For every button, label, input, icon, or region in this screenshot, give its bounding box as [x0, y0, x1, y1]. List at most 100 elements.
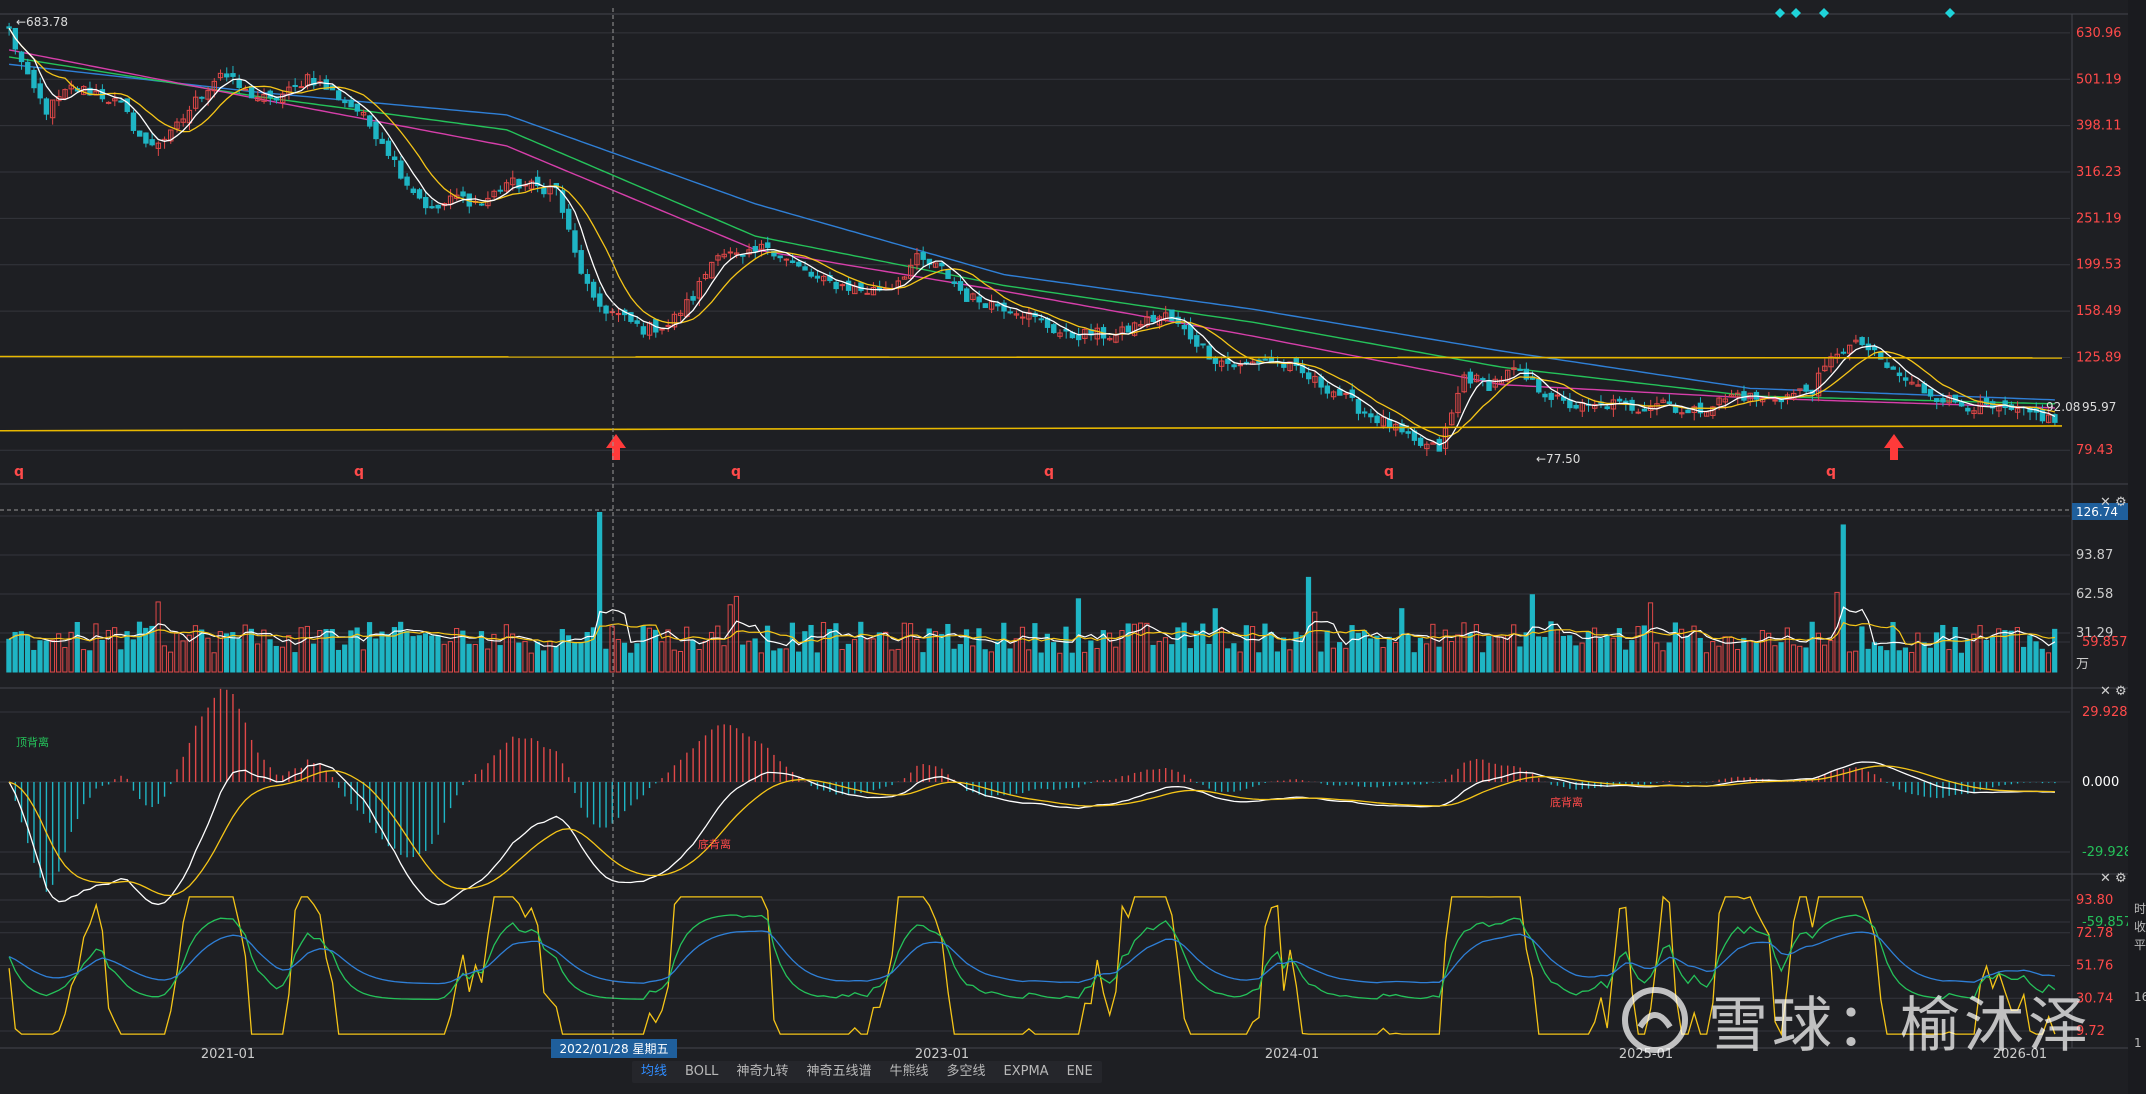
volume-panel-controls[interactable]: ✕ ⚙ — [2100, 495, 2127, 510]
candle-body — [789, 260, 796, 264]
candle-body — [391, 156, 398, 160]
volume-bar — [2008, 630, 2014, 673]
volume-bar — [982, 649, 988, 673]
volume-bar — [851, 639, 858, 673]
candle-body — [1853, 339, 1859, 343]
volume-bar — [1138, 622, 1144, 673]
indicator-tab[interactable]: 神奇五线谱 — [806, 1064, 872, 1079]
volume-bar — [1243, 625, 1249, 673]
candle-body — [1828, 356, 1834, 368]
volume-bar — [1411, 652, 1417, 673]
volume-bar — [833, 623, 839, 673]
candle-body — [615, 313, 622, 316]
indicator-tab[interactable]: 均线 — [641, 1064, 668, 1079]
volume-bar — [1038, 652, 1044, 673]
volume-bar — [994, 641, 1001, 673]
volume-bar — [1853, 650, 1859, 673]
volume-bar — [304, 625, 310, 673]
volume-bar — [1448, 640, 1455, 673]
candle-body — [1144, 316, 1150, 327]
indicator-tab[interactable]: ENE — [1066, 1064, 1093, 1079]
volume-bars — [6, 511, 2058, 673]
volume-bar — [1399, 608, 1405, 673]
volume-bar — [143, 627, 149, 673]
volume-bar — [895, 648, 901, 673]
indicator-tab[interactable]: 多空线 — [946, 1064, 986, 1079]
volume-bar — [1417, 638, 1424, 673]
volume-bar — [1828, 640, 1834, 673]
x-axis-label: 2024-01 — [1265, 1047, 1319, 1062]
volume-bar — [124, 631, 130, 673]
volume-bar — [1013, 638, 1019, 673]
volume-bar — [62, 647, 68, 673]
candle-body — [1803, 384, 1809, 392]
candle-body — [1430, 442, 1436, 445]
volume-bar — [1007, 648, 1013, 673]
volume-bar — [1125, 623, 1131, 673]
volume-bar — [323, 629, 329, 673]
candle-body — [1517, 369, 1523, 372]
volume-bar — [230, 632, 236, 673]
indicator-tab[interactable]: BOLL — [685, 1064, 719, 1079]
volume-bar — [43, 640, 49, 673]
candle-body — [1001, 302, 1007, 312]
macd-panel-controls[interactable]: ✕ ⚙ — [2100, 684, 2127, 699]
volume-bar — [1772, 645, 1778, 673]
ma20-polyline — [8, 49, 2055, 409]
price-annotations: ←683.78 ←77.50 92.08 95.97 q q q q q q — [14, 8, 2116, 480]
volume-bar — [970, 645, 976, 673]
volume-bar — [1865, 648, 1871, 673]
volume-bar — [1001, 622, 1007, 673]
candle-body — [1169, 309, 1175, 321]
ma30-polyline — [8, 56, 2055, 405]
candle-body — [342, 100, 348, 104]
candle-body — [242, 88, 249, 91]
volume-ma10 — [8, 621, 2055, 645]
candle-body — [1150, 314, 1156, 322]
candle-body — [820, 275, 827, 282]
volume-bar — [1654, 642, 1660, 673]
candle-body — [1212, 357, 1219, 364]
candle-body — [1965, 407, 1971, 412]
watermark-text: 雪球：榆沐泽 — [1708, 990, 2092, 1061]
candle-body — [1306, 372, 1312, 380]
candle-body — [18, 51, 25, 63]
candle-body — [1822, 365, 1828, 372]
right-side-panel — [2128, 0, 2146, 1094]
candle-body — [416, 189, 423, 199]
volume-bar — [1026, 649, 1032, 673]
indicator-tab[interactable]: EXPMA — [1003, 1064, 1049, 1079]
indicator-tab[interactable]: 神奇九转 — [736, 1064, 789, 1079]
oscillator-panel-controls[interactable]: ✕ ⚙ — [2100, 871, 2127, 886]
candle-body — [360, 111, 367, 116]
volume-bar — [1094, 647, 1100, 673]
volume-bar — [1032, 623, 1038, 673]
volume-bar — [360, 649, 366, 673]
volume-bar — [559, 629, 565, 673]
volume-bar — [6, 638, 12, 673]
candle-body — [964, 288, 970, 302]
snowball-logo-icon — [1622, 987, 1688, 1053]
volume-bar — [1710, 641, 1716, 673]
volume-bar — [1909, 651, 1915, 673]
candle-body — [976, 296, 982, 303]
indicator-tab[interactable]: 牛熊线 — [889, 1064, 929, 1079]
volume-bar — [1225, 648, 1231, 673]
candle-body — [777, 255, 783, 259]
volume-bar — [80, 649, 87, 673]
candle-body — [690, 296, 696, 301]
q-marker: q — [1384, 464, 1394, 480]
volume-bar — [1784, 627, 1790, 673]
x-axis-label: 2026-01 — [1993, 1047, 2047, 1062]
candle-body — [858, 282, 864, 291]
candle-body — [765, 242, 771, 248]
volume-bar — [988, 651, 994, 673]
volume-bar — [1480, 652, 1486, 673]
candle-body — [1237, 364, 1244, 367]
volume-bar — [18, 631, 24, 673]
volume-unit-label: 万 — [2076, 657, 2089, 672]
volume-bar — [503, 624, 509, 673]
volume-bar — [217, 631, 223, 673]
volume-bar — [460, 630, 466, 673]
